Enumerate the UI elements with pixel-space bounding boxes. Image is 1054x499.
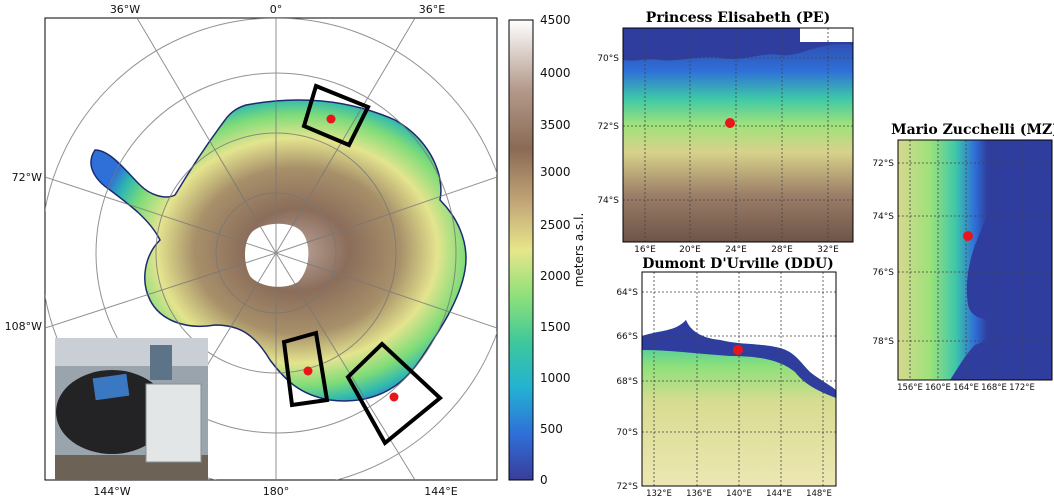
ddu-panel-title: Dumont D'Urville (DDU) xyxy=(642,256,834,272)
mz-station-marker xyxy=(303,366,313,376)
pe-lat-tick: 74°S xyxy=(597,196,619,206)
mz-lat-tick: 78°S xyxy=(872,337,894,347)
pe-lon-tick: 20°E xyxy=(679,245,701,255)
mz-lon-tick: 172°E xyxy=(1009,383,1035,393)
region-boxes xyxy=(281,83,444,447)
pe-region-box xyxy=(301,83,371,148)
graticule xyxy=(45,18,497,480)
ddu-lon-ticks: 132°E 136°E 140°E 144°E 148°E xyxy=(646,489,832,499)
pe-panel-frame xyxy=(622,27,854,243)
ddu-region-box xyxy=(345,341,444,447)
instrument-box xyxy=(145,383,202,463)
lon-label-top-0: 36°W xyxy=(110,3,140,16)
pe-land-bright xyxy=(800,28,853,42)
colorbar-tick: 0 xyxy=(540,473,548,487)
pe-panel-station xyxy=(725,118,735,128)
ddu-station-marker xyxy=(389,392,399,402)
mz-panel-title: Mario Zucchelli (MZ) xyxy=(891,122,1054,138)
colorbar-tick: 3000 xyxy=(540,165,571,179)
ddu-lat-tick: 64°S xyxy=(616,288,638,298)
lon-label-bottom-1: 180° xyxy=(263,485,290,498)
mz-lat-tick: 72°S xyxy=(872,159,894,169)
pole-hole xyxy=(244,223,309,287)
mz-panel-station xyxy=(963,231,973,241)
colorbar-tick: 1000 xyxy=(540,371,571,385)
ddu-lon-tick: 144°E xyxy=(766,489,792,499)
ddu-lat-tick: 72°S xyxy=(616,482,638,492)
instrument-photo xyxy=(55,338,208,480)
ddu-lon-tick: 136°E xyxy=(686,489,712,499)
lon-label-bottom-2: 144°E xyxy=(424,485,457,498)
lon-label-left-1: 108°W xyxy=(5,320,42,333)
mz-lat-tick: 76°S xyxy=(872,268,894,278)
lon-label-top-2: 36°E xyxy=(419,3,445,16)
dish-antenna xyxy=(56,370,168,454)
lon-label-left-0: 72°W xyxy=(12,171,42,184)
pe-lat-ticks: 70°S 72°S 74°S xyxy=(597,54,619,206)
pe-lat-tick: 72°S xyxy=(597,122,619,132)
ddu-graticule xyxy=(642,272,836,486)
lon-label-bottom-0: 144°W xyxy=(93,485,130,498)
ddu-panel-frame xyxy=(641,271,837,487)
ddu-lat-tick: 70°S xyxy=(616,428,638,438)
ddu-lat-ticks: 64°S 66°S 68°S 70°S 72°S xyxy=(616,288,638,492)
mz-panel-frame xyxy=(897,139,1053,381)
colorbar-tick: 4000 xyxy=(540,66,571,80)
colorbar-label: meters a.s.l. xyxy=(572,213,586,288)
mz-lat-ticks: 72°S 74°S 76°S 78°S xyxy=(872,159,894,347)
ddu-lat-tick: 68°S xyxy=(616,377,638,387)
colorbar-tick: 2000 xyxy=(540,269,571,283)
ddu-lon-tick: 140°E xyxy=(726,489,752,499)
instrument-head xyxy=(150,345,172,380)
mz-lon-ticks: 156°E 160°E 164°E 168°E 172°E xyxy=(897,383,1035,393)
colorbar-tick: 4500 xyxy=(540,13,571,27)
pe-lon-tick: 28°E xyxy=(771,245,793,255)
mz-lon-tick: 168°E xyxy=(981,383,1007,393)
pe-station-marker xyxy=(326,114,336,124)
colorbar-ticks: 4500 4000 3500 3000 2500 2000 1500 1000 … xyxy=(540,13,571,487)
mz-panel: Mario Zucchelli (MZ) 72°S 74°S 76°S 78°S xyxy=(872,122,1054,393)
mz-lat-tick: 74°S xyxy=(872,212,894,222)
main-map: 36°W 0° 36°E 72°W 108°W 144°W 180° 144°E xyxy=(5,3,498,498)
lon-label-top-1: 0° xyxy=(270,3,283,16)
ddu-panel-station xyxy=(733,345,743,355)
colorbar-tick: 500 xyxy=(540,422,563,436)
mz-lon-tick: 156°E xyxy=(897,383,923,393)
ddu-coast-ocean xyxy=(642,320,836,398)
pe-lon-tick: 24°E xyxy=(725,245,747,255)
pe-lon-tick: 16°E xyxy=(634,245,656,255)
ddu-panel: Dumont D'Urville (DDU) 64°S 66°S 68°S xyxy=(616,256,837,499)
main-map-lon-labels: 36°W 0° 36°E 72°W 108°W 144°W 180° 144°E xyxy=(5,3,458,498)
mz-graticule xyxy=(898,140,1052,380)
ddu-lon-tick: 132°E xyxy=(646,489,672,499)
colorbar: 4500 4000 3500 3000 2500 2000 1500 1000 … xyxy=(508,13,586,487)
pe-ocean xyxy=(623,28,853,61)
colorbar-tick: 2500 xyxy=(540,218,571,232)
ddu-lon-tick: 148°E xyxy=(806,489,832,499)
colorbar-gradient xyxy=(508,19,534,481)
pe-panel-title: Princess Elisabeth (PE) xyxy=(646,10,830,26)
pe-lon-ticks: 16°E 20°E 24°E 28°E 32°E xyxy=(634,245,839,255)
pe-lon-tick: 32°E xyxy=(817,245,839,255)
mz-region-box xyxy=(281,330,330,408)
colorbar-tick: 1500 xyxy=(540,320,571,334)
mz-lon-tick: 164°E xyxy=(953,383,979,393)
mz-lon-tick: 160°E xyxy=(925,383,951,393)
colorbar-tick: 3500 xyxy=(540,118,571,132)
antenna-label xyxy=(92,373,130,401)
ddu-lat-tick: 66°S xyxy=(616,332,638,342)
pe-lat-tick: 70°S xyxy=(597,54,619,64)
pe-panel: Princess Elisabeth (PE) 70°S 72°S 74°S xyxy=(597,10,854,255)
